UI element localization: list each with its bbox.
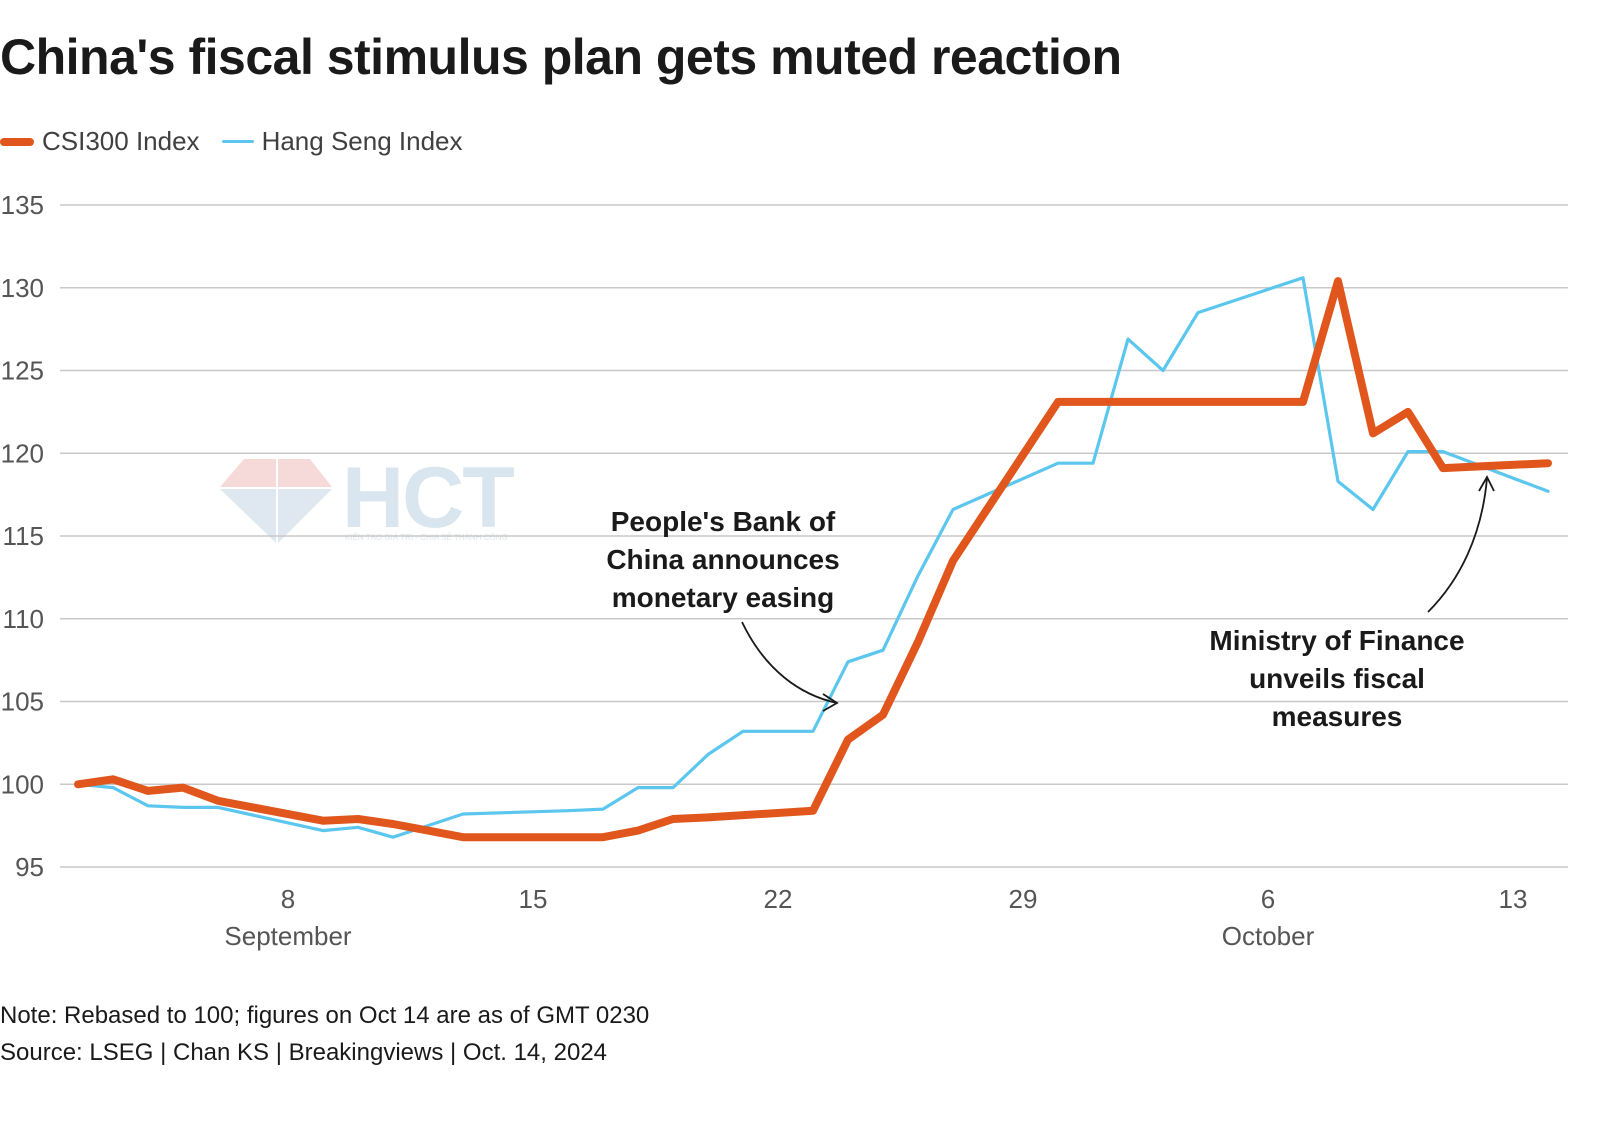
- y-tick-label: 135: [1, 190, 44, 220]
- watermark-diamond-icon: [220, 459, 332, 543]
- y-tick-label: 125: [1, 356, 44, 386]
- legend-swatch-hang-seng: [221, 140, 254, 143]
- y-tick-label: 130: [1, 273, 44, 303]
- annotation-arrowhead-pboc: [822, 693, 839, 712]
- x-tick-label: 29: [1009, 884, 1038, 914]
- x-tick-label: 6: [1261, 884, 1275, 914]
- series-line-hang-seng-index: [76, 276, 1550, 839]
- annotation-mof-line-1: Ministry of Finance: [1209, 625, 1465, 656]
- y-tick-label: 120: [1, 438, 44, 468]
- annotation-pboc-line-1: People's Bank of: [610, 506, 836, 537]
- watermark-logo: HCT KIẾN TẠO GIÁ TRỊ - CHIA SẺ THÀNH CÔN…: [220, 450, 515, 550]
- footer-source: Source: LSEG | Chan KS | Breakingviews |…: [0, 1039, 608, 1066]
- legend-swatch-csi300: [0, 137, 34, 146]
- series-line-csi300-index: [74, 277, 1552, 842]
- footer-note: Note: Rebased to 100; figures on Oct 14 …: [0, 1002, 650, 1029]
- line-chart: 95 100 105 110 115 120 125 130 135 8 September 15 22…: [1, 190, 1568, 951]
- watermark-tagline: KIẾN TẠO GIÁ TRỊ - CHIA SẺ THÀNH CÔNG: [345, 533, 508, 542]
- x-tick-label: 13: [1499, 884, 1528, 914]
- watermark-text: HCT: [342, 450, 515, 546]
- y-tick-label: 105: [1, 687, 44, 717]
- y-tick-label: 95: [15, 852, 44, 882]
- x-tick-label: 8: [281, 884, 295, 914]
- chart-legend: CSI300 Index Hang Seng Index: [0, 126, 485, 157]
- y-tick-label: 110: [3, 604, 44, 634]
- legend-label-csi300: CSI300 Index: [42, 126, 200, 156]
- x-month-label: September: [224, 921, 352, 951]
- y-tick-label: 100: [1, 769, 44, 799]
- x-tick-label: 15: [519, 884, 548, 914]
- annotation-mof-line-3: measures: [1271, 701, 1403, 732]
- legend-label-hang-seng: Hang Seng Index: [261, 126, 463, 156]
- legend-item-hang-seng: Hang Seng Index: [221, 126, 463, 157]
- y-tick-label: 115: [3, 521, 44, 551]
- x-month-label: October: [1222, 921, 1315, 951]
- annotation-arrow-pboc: [741, 621, 838, 704]
- annotation-pboc-line-2: China announces: [606, 544, 840, 575]
- annotation-arrow-mof: [1427, 477, 1488, 613]
- annotation-pboc: People's Bank of China announces monetar…: [598, 503, 848, 617]
- annotation-mof-line-2: unveils fiscal: [1249, 663, 1425, 694]
- legend-item-csi300: CSI300 Index: [0, 126, 200, 157]
- annotation-arrowhead-mof: [1478, 475, 1495, 492]
- x-tick-label: 22: [764, 884, 793, 914]
- chart-title: China's fiscal stimulus plan gets muted …: [0, 29, 1122, 85]
- annotation-pboc-line-3: monetary easing: [611, 582, 835, 613]
- annotation-mof: Ministry of Finance unveils fiscal measu…: [1192, 622, 1482, 736]
